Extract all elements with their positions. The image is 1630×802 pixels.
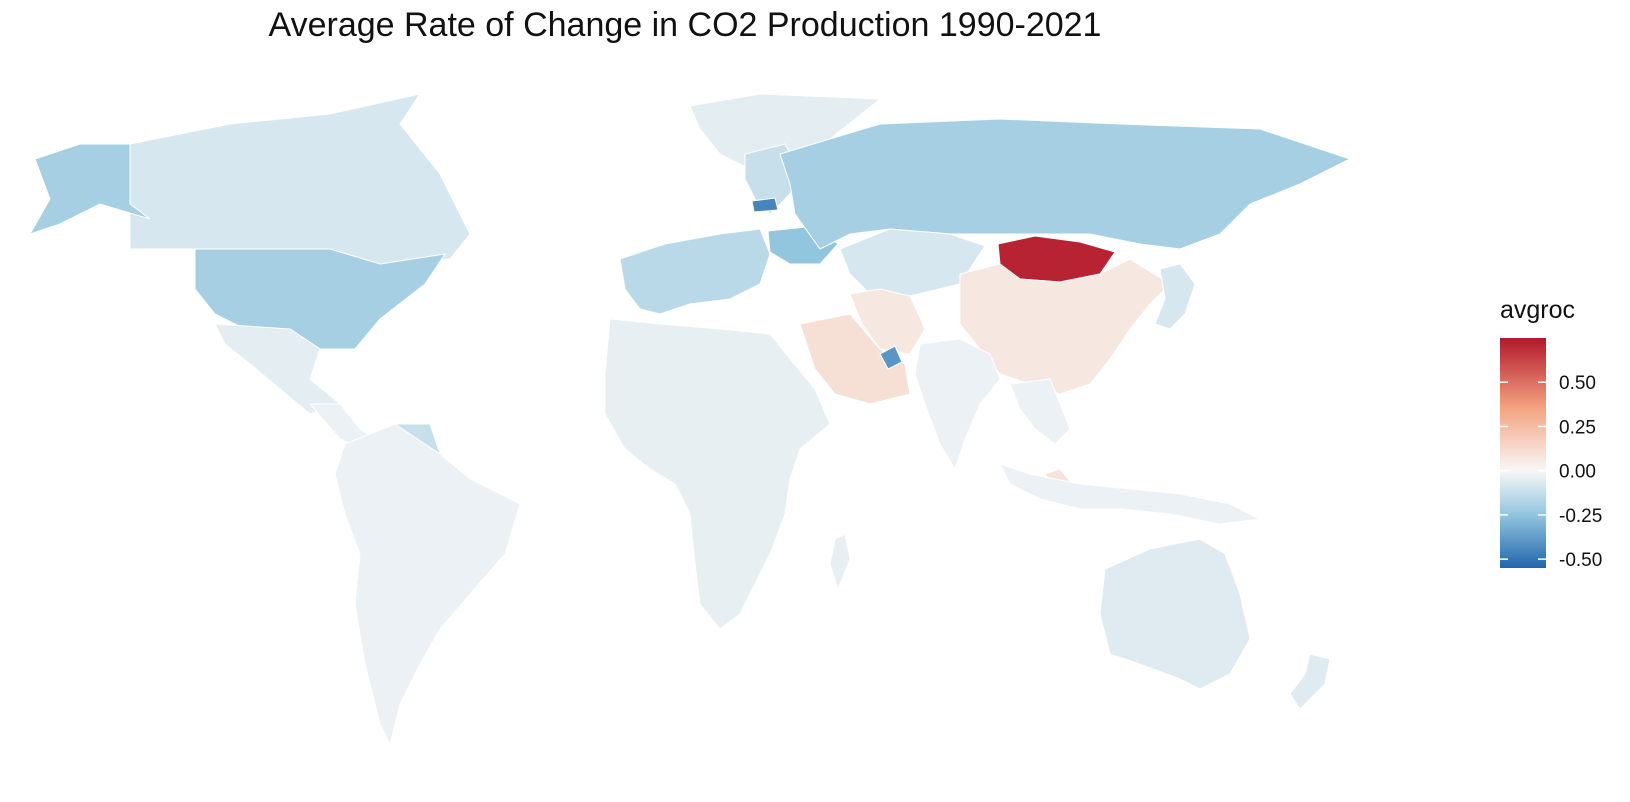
legend-tick-label: 0.00: [1559, 462, 1596, 483]
country-new-zealand: [1289, 653, 1331, 710]
country-south-america: [334, 423, 521, 746]
country-united-states: [194, 248, 447, 350]
country-australia: [1099, 538, 1251, 690]
country-canada: [129, 93, 471, 265]
country-iran: [849, 288, 926, 355]
page-title: Average Rate of Change in CO2 Production…: [268, 6, 1102, 44]
legend-tick-label: 0.25: [1559, 417, 1596, 438]
country-japan: [1154, 263, 1196, 330]
legend-colorbar: 0.50 0.25 0.00 -0.25 -0.50: [1500, 338, 1602, 571]
country-southeast-asia: [1009, 378, 1071, 445]
country-indonesia: [999, 463, 1262, 525]
country-saudi-arabia: [799, 313, 911, 405]
legend-title: avgroc: [1500, 296, 1576, 324]
country-madagascar: [829, 533, 851, 591]
country-western-europe: [619, 228, 771, 315]
country-estonia: [751, 197, 779, 213]
country-alaska: [28, 143, 151, 235]
country-russia: [779, 118, 1352, 250]
legend-tick-label: -0.50: [1559, 550, 1602, 571]
legend-colorbar-bar: [1500, 338, 1546, 568]
country-africa: [604, 318, 831, 630]
legend-tick-label: -0.25: [1559, 506, 1602, 527]
country-united-arab-emirates: [879, 345, 903, 370]
legend-tick-label: 0.50: [1559, 373, 1596, 394]
country-india: [914, 338, 1001, 471]
world-map: [28, 93, 1352, 746]
legend: avgroc 0.50 0.25 0.00 -0.25 -0.50: [1500, 296, 1620, 596]
